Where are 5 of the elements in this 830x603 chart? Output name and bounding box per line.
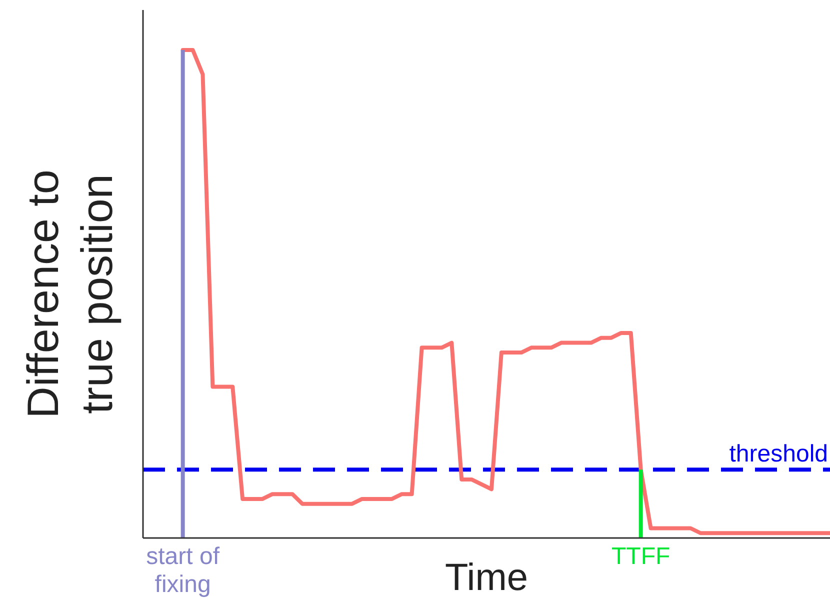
x-axis-title: Time xyxy=(444,557,528,599)
y-axis-title: Difference to true position xyxy=(19,170,122,418)
x-tick-label: start of fixing xyxy=(146,543,220,598)
ref-line-label: threshold xyxy=(729,440,828,468)
x-tick-label: TTFF xyxy=(612,543,670,570)
